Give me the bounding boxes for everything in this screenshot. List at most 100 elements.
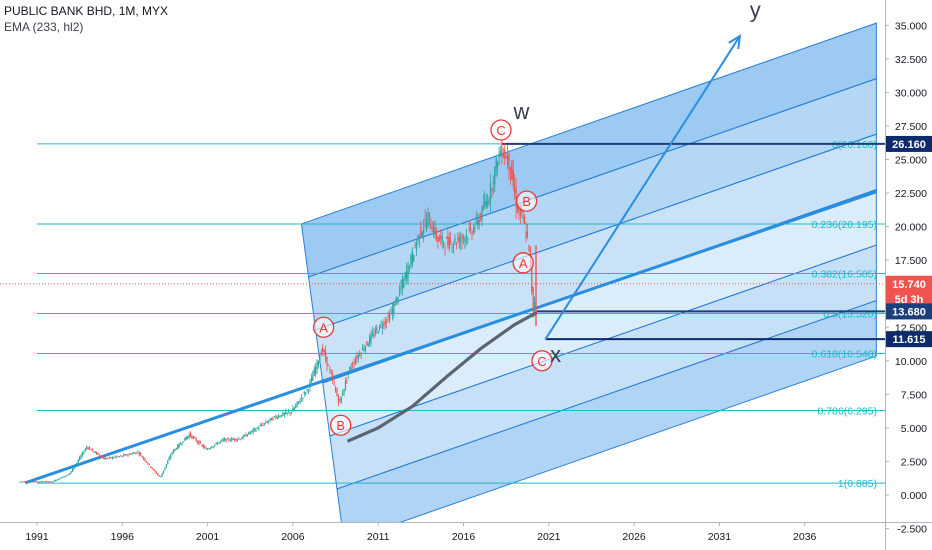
- candle-body: [292, 408, 294, 412]
- candle-body: [191, 435, 193, 439]
- candle-body: [349, 366, 351, 371]
- candle-body: [452, 244, 455, 246]
- candle-body: [434, 227, 436, 235]
- candle-body: [125, 454, 128, 456]
- candle-body: [474, 226, 476, 230]
- wave-degree-label: w: [513, 99, 530, 124]
- candle-body: [455, 243, 457, 245]
- candle-body: [150, 466, 152, 468]
- candle-body: [202, 445, 204, 448]
- candle-body: [411, 251, 413, 265]
- candle-body: [504, 149, 506, 159]
- y-tick-label: 22.500: [895, 188, 927, 200]
- candle-body: [44, 481, 47, 483]
- candle-body: [30, 481, 32, 483]
- x-tick-label: 2006: [281, 531, 305, 543]
- candle-body: [265, 421, 267, 423]
- wave-label: A: [319, 320, 328, 335]
- candle-body: [170, 455, 172, 459]
- candle-body: [343, 388, 345, 394]
- ema-line: [346, 311, 538, 443]
- candle-body: [361, 347, 364, 351]
- candle-body: [162, 470, 165, 474]
- candle-body: [232, 439, 234, 441]
- candle-body: [526, 231, 529, 238]
- candle-body: [137, 451, 139, 453]
- candle-body: [391, 308, 394, 315]
- candle-body: [259, 425, 261, 427]
- candle-body: [388, 315, 391, 321]
- price-tag-label: 26.160: [892, 139, 926, 151]
- candle-body: [211, 447, 213, 449]
- candle-body: [403, 278, 405, 288]
- symbol-title[interactable]: PUBLIC BANK BHD, 1M, MYX: [4, 4, 169, 18]
- candle-body: [381, 326, 384, 329]
- candle-body: [337, 396, 339, 404]
- candle-body: [147, 462, 149, 465]
- candle-body: [201, 444, 203, 446]
- wave-label: B: [522, 194, 531, 209]
- candle-body: [300, 397, 303, 399]
- candle-body: [71, 468, 74, 472]
- candle-body: [408, 267, 411, 269]
- candle-body: [302, 397, 304, 399]
- candle-body: [465, 234, 467, 238]
- candle-body: [299, 400, 301, 404]
- candle-body: [296, 401, 298, 406]
- candle-body: [444, 247, 446, 249]
- candle-body: [276, 417, 278, 419]
- candle-body: [52, 481, 54, 483]
- candle-body: [199, 442, 202, 444]
- candle-body: [350, 367, 352, 369]
- candle-body: [387, 315, 389, 317]
- candle-body: [478, 219, 480, 227]
- candle-body: [346, 379, 348, 381]
- candle-body: [192, 437, 194, 439]
- candle-body: [20, 481, 22, 483]
- candle-body: [317, 361, 320, 367]
- candle-body: [404, 272, 406, 279]
- candle-body: [118, 456, 121, 458]
- price-tag-label: 13.680: [892, 306, 926, 318]
- candle-body: [42, 481, 44, 483]
- candle-body: [177, 445, 179, 449]
- candle-body: [380, 323, 382, 325]
- candle-body: [396, 296, 398, 300]
- candle-body: [297, 401, 300, 403]
- candle-body: [262, 424, 264, 426]
- candle-body: [441, 235, 443, 243]
- candle-body: [141, 456, 143, 458]
- candle-body: [282, 412, 284, 416]
- candle-body: [272, 417, 274, 420]
- candle-body: [501, 141, 503, 157]
- candle-body: [235, 438, 237, 441]
- candle-body: [307, 390, 310, 392]
- candle-body: [133, 452, 135, 454]
- candle-body: [397, 298, 399, 303]
- candle-body: [458, 236, 460, 245]
- candle-body: [79, 457, 81, 461]
- fib-label: 0.786(6.295): [817, 406, 877, 418]
- candle-body: [114, 456, 116, 458]
- wave-label-circle: [512, 252, 534, 274]
- x-tick-label: 1991: [25, 531, 49, 543]
- fib-label: 1(0.885): [838, 478, 877, 490]
- candle-body: [511, 160, 513, 180]
- candle-body: [204, 446, 206, 448]
- candle-body: [427, 214, 429, 227]
- y-tick-label: 32.500: [895, 54, 927, 66]
- candle-body: [174, 448, 176, 451]
- price-tag-label: 11.615: [892, 334, 925, 346]
- candle-body: [228, 438, 230, 441]
- channel-band: [336, 299, 877, 522]
- candle-body: [104, 458, 106, 460]
- candle-body: [421, 232, 423, 237]
- x-tick-label: 2021: [537, 531, 561, 543]
- candle-body: [283, 413, 285, 415]
- candle-body: [415, 243, 418, 250]
- candle-body: [34, 481, 37, 483]
- candle-body: [377, 331, 379, 334]
- indicator-label[interactable]: EMA (233, hl2): [4, 20, 84, 34]
- candle-body: [319, 356, 321, 363]
